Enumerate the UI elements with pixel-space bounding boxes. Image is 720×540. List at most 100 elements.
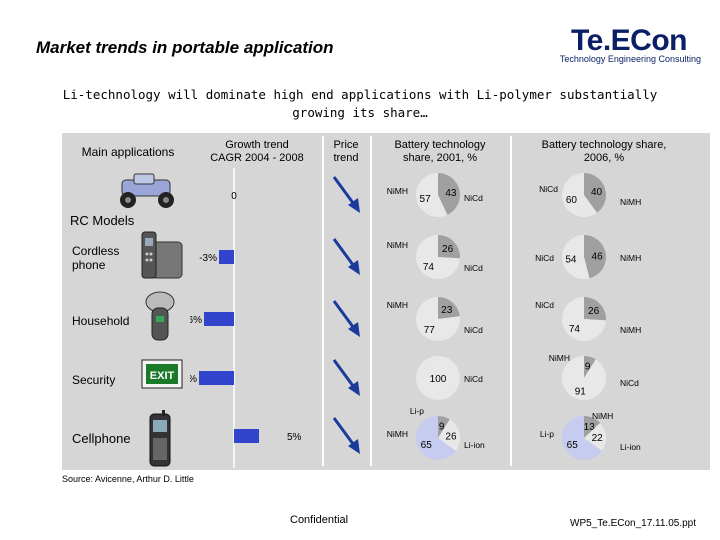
growth-bar (204, 312, 234, 326)
col-header-bt2001-line2: share, 2001, % (403, 152, 477, 164)
pie-series-label: NiCd (464, 374, 483, 384)
logo: Te.ECon Technology Engineering Consultin… (545, 26, 715, 65)
pie-value-label: 26 (445, 432, 457, 443)
price-down-arrow-icon (332, 300, 360, 337)
pie-series-label: Li-ion (620, 442, 641, 452)
pie-slice (584, 356, 596, 378)
pie-value-label: 13 (584, 422, 596, 433)
growth-bar (234, 429, 259, 443)
pie-value-label: 74 (569, 324, 581, 335)
growth-value-label: -7% (190, 374, 197, 385)
growth-value-label: 0 (231, 191, 237, 202)
col-header-growth-line2: CAGR 2004 - 2008 (210, 152, 304, 164)
pie-slice (416, 297, 460, 341)
source-note: Source: Avicenne, Arthur D. Little (62, 474, 194, 484)
page-title: Market trends in portable application (36, 38, 334, 57)
pie-value-label: 54 (565, 255, 577, 266)
growth-value-label: -3% (199, 253, 217, 264)
pie-series-label: NiMH (620, 253, 641, 263)
col-header-price: Price trend (324, 139, 368, 165)
pie-series-label: NiMH (620, 325, 641, 335)
pie-slice (584, 173, 606, 213)
pie-series-label: Li-p (410, 406, 424, 416)
pie-slice (416, 416, 456, 461)
pie-slice (562, 356, 606, 400)
pie-series-label: Li-ion (464, 440, 485, 450)
pie-value-label: 77 (424, 325, 436, 336)
pie-value-label: 60 (566, 195, 578, 206)
pie-slice (584, 416, 601, 438)
svg-text:EXIT: EXIT (150, 370, 175, 382)
price-down-arrow-icon (332, 417, 360, 454)
col-header-bt2001-line1: Battery technology (394, 139, 486, 151)
col-header-price-line1: Price (333, 139, 359, 151)
price-down-arrow-icon (332, 359, 360, 396)
pie-value-label: 91 (575, 387, 587, 398)
pie-series-label: NiCd (539, 184, 558, 194)
pie-value-label: 46 (592, 251, 604, 262)
exit-sign-icon: EXIT (141, 359, 183, 389)
pie-series-label: NiCd (620, 378, 639, 388)
column-divider (510, 136, 512, 466)
pie-series-label: NiMH (620, 197, 641, 207)
pie-series-label: NiMH (549, 353, 570, 363)
col-header-growth-line1: Growth trend (225, 139, 289, 151)
row-label-cordless-phone: Cordless phone (72, 244, 120, 272)
pie-slice (562, 416, 602, 461)
pie-slice (438, 416, 450, 438)
logo-subtitle: Technology Engineering Consulting (559, 54, 701, 64)
row-label-cellphone: Cellphone (72, 431, 131, 446)
pie-value-label: 26 (588, 306, 600, 317)
pie-series-label: Li-p (540, 429, 554, 439)
file-name: WP5_Te.ECon_17.11.05.ppt (570, 518, 697, 529)
pie-value-label: 74 (423, 262, 435, 273)
pie-slice (584, 297, 606, 321)
pie-slice (438, 297, 460, 319)
col-header-bt2006: Battery technology share, 2006, % (512, 139, 696, 165)
price-down-arrow-icon (332, 176, 360, 213)
pie-slice (562, 297, 606, 341)
pie-series-label: NiMH (387, 186, 408, 196)
growth-value-label: -6% (190, 315, 202, 326)
pie-slice (584, 422, 606, 451)
pie-slice (416, 356, 460, 400)
headline: Li-technology will dominate high end app… (62, 87, 658, 120)
cordless-phone-icon (141, 231, 183, 279)
col-header-bt2006-line2: 2006, % (583, 152, 625, 164)
pie-value-label: 23 (441, 305, 453, 316)
pie-value-label: 26 (442, 244, 454, 255)
growth-value-label: 5% (287, 432, 302, 443)
pie-series-label: NiCd (464, 263, 483, 273)
pie-value-label: 57 (420, 194, 432, 205)
pie-value-label: 100 (430, 374, 447, 385)
pie-value-label: 40 (591, 187, 603, 198)
pie-series-label: NiMH (592, 411, 613, 421)
pie-series-label: NiCd (464, 325, 483, 335)
col-header-main-applications: Main applications (81, 145, 175, 159)
pie-slice (416, 173, 448, 217)
pie-series-label: NiCd (535, 300, 554, 310)
growth-bar-chart: 0 -3% -6% -7% 5% (190, 168, 302, 468)
pie-value-label: 65 (421, 440, 433, 451)
pie-value-label: 65 (567, 440, 579, 451)
price-down-arrow-icon (332, 238, 360, 275)
col-header-growth: Growth trend CAGR 2004 - 2008 (192, 139, 322, 165)
cellphone-icon (149, 410, 171, 467)
pie-slice (416, 235, 460, 279)
battery-share-2001-pies: 43 NiMH 57 NiCd 26 NiMH 74 NiCd 23 NiMH 77 NiCd 100 N… (387, 173, 485, 461)
col-header-bt2001: Battery technology share, 2001, % (372, 139, 508, 165)
pie-slice (562, 235, 590, 279)
pie-value-label: 9 (585, 361, 591, 372)
column-divider (322, 136, 324, 466)
rc-car-icon (120, 173, 174, 208)
pie-slice (562, 173, 597, 217)
growth-bar (219, 250, 234, 264)
pie-series-label: NiMH (387, 300, 408, 310)
growth-bar (199, 371, 234, 385)
pie-series-label: NiCd (464, 193, 483, 203)
pie-value-label: 43 (445, 188, 457, 199)
pie-slice (584, 235, 606, 279)
pie-series-label: NiMH (387, 429, 408, 439)
pie-series-label: NiCd (535, 253, 554, 263)
col-header-price-line2: trend (333, 152, 359, 164)
